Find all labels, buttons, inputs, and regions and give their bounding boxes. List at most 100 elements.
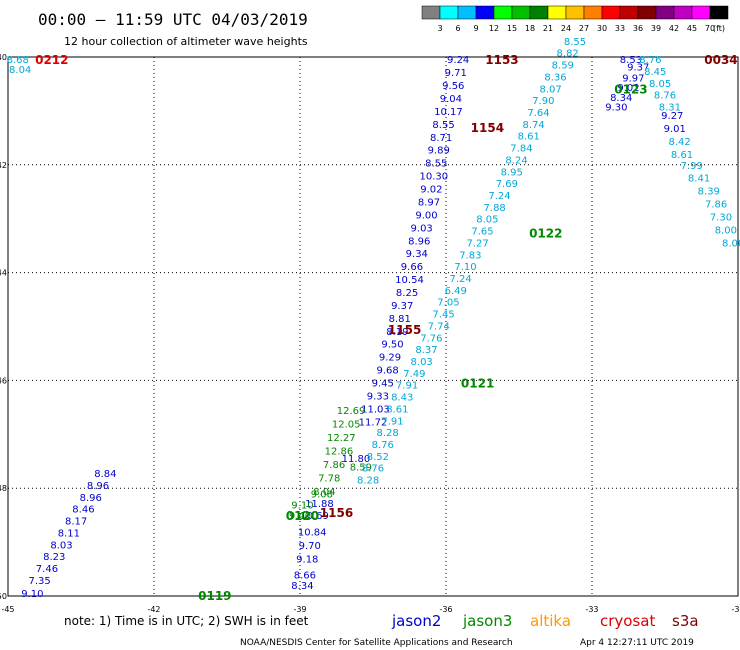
colorbar-tick-label: 21 [543,24,553,33]
data-point-label: 8.17 [65,517,87,528]
data-point-label: 8.00 [722,238,740,249]
pass-time-label: 0122 [529,227,562,241]
pass-time-label: 1156 [320,506,353,520]
data-point-label: 9.33 [367,391,389,402]
data-point-label: 8.11 [58,528,80,539]
data-point-label: 9.24 [447,55,469,66]
data-point-label: 9.03 [411,223,433,234]
data-point-label: 8.24 [505,155,527,166]
data-point-label: 8.81 [389,314,411,325]
x-tick-label: -36 [439,605,452,614]
data-point-label: 7.35 [29,576,51,587]
data-point-label: 7.88 [484,203,506,214]
data-point-label: 8.59 [552,61,574,72]
colorbar-tick-label: 39 [651,24,661,33]
data-point-label: 12.27 [327,433,356,444]
series-jason3: 9.409.108.04 7.78 7.86 12.86 12.27 12.05 12.69… [289,406,372,522]
data-point-label: 8.28 [357,476,379,487]
data-point-label: 7.84 [510,144,532,155]
colorbar-swatch [673,5,693,20]
colorbar-swatch [421,5,441,20]
data-point-label: 8.59 [350,463,372,474]
data-point-label: 8.76 [639,55,661,66]
data-point-label: 9.30 [605,103,627,114]
data-point-label: 10.69 [300,511,329,522]
data-point-label: 9.89 [428,146,450,157]
data-point-label: 8.46 [72,505,94,516]
data-point-label: 8.07 [540,84,562,95]
colorbar-swatch [511,5,531,20]
data-point-label: 11.80 [342,454,371,465]
pass-time-label: 1153 [485,53,518,67]
y-tick-label: -42 [0,161,7,170]
pass-time-label: 0121 [461,377,494,391]
colorbar-tick-label: 70 [705,24,715,33]
data-point-label: 9.10 [291,500,313,511]
data-point-label: 9.10 [21,589,43,600]
data-point-label: 12.69 [337,406,366,417]
data-point-label: 9.29 [379,353,401,364]
data-point-label: 7.76 [420,333,442,344]
data-point-label: 8.25 [396,288,418,299]
pass-time-label: 0034 [704,53,737,67]
colorbar-tick-label: 27 [579,24,589,33]
data-point-label: 8.61 [386,404,408,415]
data-point-label: 8.05 [649,79,671,90]
colorbar-tick-label: 30 [597,24,607,33]
legend-jason3: jason3 [462,612,512,630]
colorbar-swatch [619,5,639,20]
pass-time-label: 1154 [471,121,504,135]
colorbar-swatch [457,5,477,20]
colorbar-swatch [691,5,711,20]
data-point-label: 8.61 [671,150,693,161]
pass-time-label: 0212 [35,53,68,67]
data-point-label: 10.54 [395,275,424,286]
data-point-label: 9.04 [440,94,462,105]
pass-time-label: 0123 [614,82,647,96]
chart-subtitle: 12 hour collection of altimeter wave hei… [64,35,308,48]
series-cryosat: 8.688.048.288.768.528.768.287.918.618.43… [7,37,740,487]
y-tick-label: -44 [0,269,7,278]
data-point-label: 9.00 [415,210,437,221]
colorbar-swatch [637,5,657,20]
colorbar-tick-label: 6 [455,24,460,33]
pass-time-label: 1155 [388,323,421,337]
data-point-label: 7.83 [459,250,481,261]
colorbar-swatch [547,5,567,20]
data-point-label: 7.05 [437,298,459,309]
data-point-label: 11.03 [361,404,390,415]
colorbar-swatch [655,5,675,20]
colorbar-unit: (ft) [713,24,725,33]
legend-altika: altika [530,612,571,630]
data-point-label: 10.84 [298,527,327,538]
pass-time-label: 0119 [198,589,231,603]
pass-time-label: 0120 [286,509,319,523]
colorbar-tick-label: 33 [615,24,625,33]
footer-credit: NOAA/NESDIS Center for Satellite Applica… [240,638,513,648]
x-tick-label: -45 [1,605,14,614]
data-point-label: 8.76 [362,464,384,475]
data-point-label: 9.56 [442,81,464,92]
colorbar: 3 6 9 12 15 18 21 24 27 30 33 36 39 42 45 70 [421,5,729,33]
data-point-label: 7.46 [36,564,58,575]
footer-note: note: 1) Time is in UTC; 2) SWH is in fe… [64,614,309,628]
data-point-label: 8.96 [80,493,102,504]
data-point-label: 8.23 [43,552,65,563]
data-point-label: 7.86 [323,460,345,471]
data-point-label: 8.39 [698,187,720,198]
data-point-label: 8.05 [476,215,498,226]
chart-title: 00:00 – 11:59 UTC 04/03/2019 [38,10,308,29]
data-point-label: 7.86 [705,200,727,211]
data-point-label: 9.34 [406,249,428,260]
data-point-label: 8.55 [432,120,454,131]
data-point-label: 8.37 [415,345,437,356]
data-point-label: 8.96 [408,236,430,247]
colorbar-tick-label: 18 [525,24,535,33]
data-point-label: 8.76 [372,440,394,451]
data-point-label: 6.49 [445,286,467,297]
data-point-label: 8.53 [620,55,642,66]
data-point-label: 10.30 [420,172,449,183]
data-point-label: 9.70 [299,541,321,552]
data-point-label: 8.52 [367,452,389,463]
